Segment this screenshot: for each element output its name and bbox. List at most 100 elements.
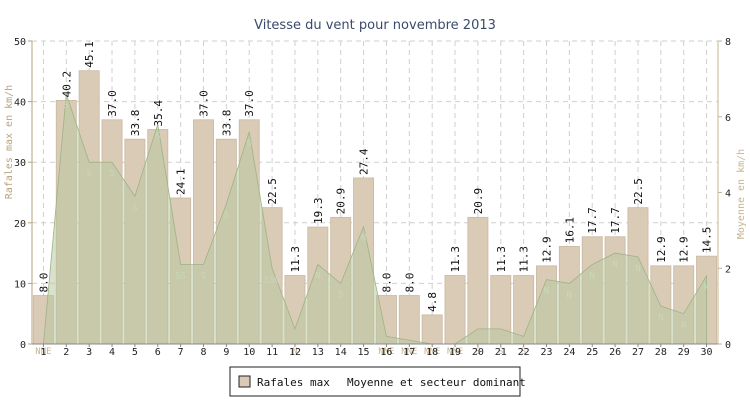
bar-data-label: 8.0 [37, 273, 50, 293]
y-axis-right-label: Moyenne en km/h [736, 149, 747, 239]
x-tick-label: 7 [178, 347, 184, 358]
bar-data-label: 8.0 [403, 273, 416, 293]
direction-label: NNE [378, 347, 394, 357]
legend: Rafales max Moyenne et secteur dominant [229, 366, 526, 397]
bar-data-label: 33.8 [129, 110, 142, 137]
bar-data-label: 12.9 [655, 236, 668, 263]
data-labels: 8.0 40.2 45.1 37.0 33.8 35.4 24.1 37.0 33.8 37.0 2… [37, 41, 713, 312]
y-tick-label-left: 50 [14, 37, 26, 48]
y-tick-label-right: 0 [725, 340, 731, 351]
x-tick-label: 22 [518, 347, 530, 358]
x-tick-label: 19 [449, 347, 461, 358]
x-tick-label: 20 [472, 347, 484, 358]
x-tick-label: 4 [109, 347, 115, 358]
area-fill [42, 93, 707, 345]
bar-data-label: 11.3 [495, 246, 508, 273]
y-tick-label-right: 4 [725, 189, 731, 200]
bar-data-label: 17.7 [609, 207, 622, 234]
chart-title: Vitesse du vent pour novembre 2013 [254, 18, 496, 33]
bar-data-label: 45.1 [83, 41, 96, 68]
bar-data-label: 20.9 [335, 188, 348, 215]
y-tick-label-left: 20 [14, 219, 26, 230]
direction-label: NNE [401, 347, 417, 357]
x-tick-label: 2 [63, 347, 69, 358]
x-tick-label: 6 [155, 347, 161, 358]
direction-label: N [681, 321, 686, 331]
direction-label: S [475, 347, 480, 357]
bar [467, 216, 489, 345]
bar-data-label: 24.1 [175, 168, 188, 195]
x-tick-label: 24 [563, 347, 575, 358]
bar-data-label: 37.0 [106, 90, 119, 117]
direction-label: S [521, 347, 526, 357]
bar-data-label: 11.3 [289, 246, 302, 273]
direction-label: SS [175, 271, 186, 281]
x-tick-label: 5 [132, 347, 138, 358]
x-tick-label: 13 [312, 347, 324, 358]
x-tick-label: 30 [701, 347, 713, 358]
x-tick-label: 17 [403, 347, 415, 358]
direction-label: N [544, 287, 549, 297]
direction-label: S [109, 169, 114, 179]
x-tick-label: 12 [289, 347, 301, 358]
bar-data-label: 11.3 [518, 246, 531, 273]
x-tick-label: 14 [335, 347, 347, 358]
x-tick-label: 9 [223, 347, 229, 358]
direction-label: N [704, 283, 709, 293]
direction-label: S [155, 131, 160, 141]
bar-data-label: 4.8 [426, 292, 439, 312]
y-tick-label-left: 40 [14, 98, 26, 109]
y-tick-label-right: 6 [725, 113, 731, 124]
bar-data-label: 40.2 [60, 71, 73, 98]
x-tick-label: 21 [495, 347, 507, 358]
bar-data-label: 37.0 [243, 90, 256, 117]
bar-data-label: 22.5 [266, 178, 279, 205]
area-series [42, 93, 707, 345]
x-tick-label: 10 [243, 347, 255, 358]
bar-data-label: 11.3 [449, 246, 462, 273]
direction-label: S [64, 101, 69, 111]
direction-label: S [498, 347, 503, 357]
x-tick-label: 29 [678, 347, 690, 358]
bar-data-label: 20.9 [472, 188, 485, 215]
direction-label: N [590, 271, 595, 281]
legend-box [229, 366, 521, 397]
direction-label: N [567, 290, 572, 300]
bar-data-label: 14.5 [701, 227, 714, 254]
y-tick-label-right: 8 [725, 37, 731, 48]
x-tick-label: 15 [358, 347, 370, 358]
legend-swatch-bar [238, 375, 251, 388]
x-tick-label: 23 [540, 347, 552, 358]
bar-data-label: 22.5 [632, 178, 645, 205]
x-tick-label: 11 [266, 347, 278, 358]
bar-data-label: 35.4 [152, 100, 165, 127]
direction-label: N [635, 264, 640, 274]
direction-label: N [361, 234, 366, 244]
x-tick-label: 16 [380, 347, 392, 358]
bar-data-label: 16.1 [563, 217, 576, 244]
direction-label: S [201, 271, 206, 281]
direction-label: N [315, 271, 320, 281]
direction-label: S [86, 169, 91, 179]
direction-label: SSO [264, 275, 280, 285]
direction-label: S [338, 290, 343, 300]
x-tick-label: 1 [40, 347, 46, 358]
bar-data-label: 19.3 [312, 198, 325, 225]
y-tick-label-right: 2 [725, 264, 731, 275]
x-tick-label: 25 [586, 347, 598, 358]
direction-label: S [224, 211, 229, 221]
bar-data-label: 12.9 [541, 236, 554, 263]
y-axis-left-label: Rafales max en km/h [4, 85, 15, 199]
bar-data-label: 8.0 [380, 273, 393, 293]
x-tick-label: 28 [655, 347, 667, 358]
bar [398, 295, 420, 345]
legend-label-bar: Rafales max [257, 376, 330, 389]
direction-label: N [658, 313, 663, 323]
direction-label: NNE [424, 347, 440, 357]
x-tick-label: 8 [200, 347, 206, 358]
bar-data-label: 27.4 [358, 148, 371, 175]
direction-label: N [292, 347, 297, 357]
